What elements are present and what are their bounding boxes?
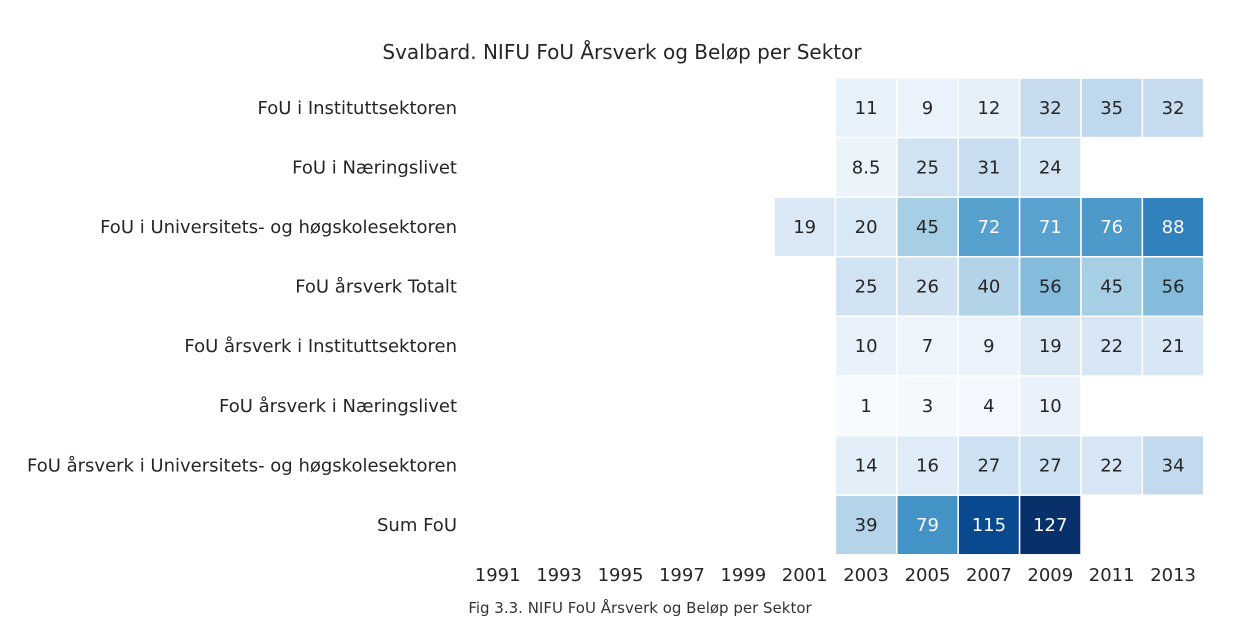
cell-value-label: 10 bbox=[855, 336, 878, 357]
figure-caption: Fig 3.3. NIFU FoU Årsverk og Beløp per S… bbox=[468, 598, 812, 617]
x-axis-tick-label: 1999 bbox=[720, 565, 766, 586]
cell-value-label: 76 bbox=[1100, 217, 1123, 238]
cell-value-label: 9 bbox=[922, 98, 933, 119]
x-axis-tick-label: 2003 bbox=[843, 565, 889, 586]
heatmap-cell bbox=[1018, 256, 1082, 318]
cell-value-label: 27 bbox=[977, 455, 1000, 476]
chart-title: Svalbard. NIFU FoU Årsverk og Beløp per … bbox=[382, 40, 862, 64]
cell-value-label: 40 bbox=[977, 277, 1000, 298]
cell-value-label: 7 bbox=[922, 336, 933, 357]
cell-value-label: 14 bbox=[855, 455, 878, 476]
cell-value-label: 10 bbox=[1039, 396, 1062, 417]
heatmap-cell bbox=[896, 256, 959, 318]
cell-value-label: 56 bbox=[1039, 277, 1062, 298]
cell-value-label: 21 bbox=[1162, 336, 1185, 357]
cell-value-label: 22 bbox=[1100, 336, 1123, 357]
cell-value-label: 16 bbox=[916, 455, 939, 476]
heatmap-cell bbox=[957, 256, 1021, 318]
heatmap-cell bbox=[1080, 77, 1144, 139]
cell-value-label: 35 bbox=[1100, 98, 1123, 119]
cell-value-label: 32 bbox=[1039, 98, 1062, 119]
y-axis-labels: FoU i Instituttsektoren FoU i Næringslive… bbox=[27, 98, 457, 536]
cell-value-label: 56 bbox=[1162, 277, 1185, 298]
heatmap-cell bbox=[957, 196, 1021, 258]
cell-value-label: 19 bbox=[1039, 336, 1062, 357]
x-axis-tick-label: 1995 bbox=[598, 565, 644, 586]
cell-value-label: 88 bbox=[1162, 217, 1185, 238]
heatmap-cell bbox=[834, 256, 898, 318]
y-axis-label: FoU i Universitets- og høgskolesektoren bbox=[100, 217, 457, 238]
heatmap-cell bbox=[1141, 196, 1205, 258]
heatmap-cell bbox=[896, 494, 959, 556]
cell-value-label: 34 bbox=[1162, 455, 1185, 476]
cell-value-label: 127 bbox=[1033, 515, 1067, 536]
cell-value-label: 3 bbox=[922, 396, 933, 417]
x-axis-tick-label: 1993 bbox=[536, 565, 582, 586]
x-axis-tick-label: 2005 bbox=[905, 565, 951, 586]
cell-value-label: 72 bbox=[977, 217, 1000, 238]
heatmap-cell bbox=[1018, 375, 1082, 437]
x-axis-tick-label: 1991 bbox=[475, 565, 521, 586]
cell-value-label: 20 bbox=[855, 217, 878, 238]
cell-value-label: 4 bbox=[983, 396, 994, 417]
cell-value-label: 22 bbox=[1100, 455, 1123, 476]
x-axis-tick-label: 1997 bbox=[659, 565, 705, 586]
heatmap-cell bbox=[1080, 315, 1144, 377]
heatmap-cell bbox=[1018, 434, 1082, 496]
cell-value-label: 45 bbox=[916, 217, 939, 238]
cell-value-label: 45 bbox=[1100, 277, 1123, 298]
cell-value-label: 71 bbox=[1039, 217, 1062, 238]
cell-value-label: 1 bbox=[860, 396, 871, 417]
heatmap-cell bbox=[1080, 256, 1144, 318]
heatmap-cell bbox=[896, 77, 959, 139]
heatmap-cell bbox=[1018, 136, 1082, 198]
cell-value-label: 11 bbox=[855, 98, 878, 119]
cell-value-label: 25 bbox=[855, 277, 878, 298]
x-axis-tick-label: 2009 bbox=[1027, 565, 1073, 586]
y-axis-label: FoU i Instituttsektoren bbox=[257, 98, 457, 119]
cell-value-label: 24 bbox=[1039, 157, 1062, 178]
x-axis-tick-label: 2007 bbox=[966, 565, 1012, 586]
cell-value-label: 9 bbox=[983, 336, 994, 357]
heatmap-cell bbox=[1018, 494, 1082, 556]
heatmap-cell bbox=[1080, 434, 1144, 496]
cell-value-label: 39 bbox=[855, 515, 878, 536]
cell-value-label: 19 bbox=[793, 217, 816, 238]
heatmap-cell bbox=[1141, 77, 1205, 139]
heatmap-cell bbox=[957, 434, 1021, 496]
y-axis-label: Sum FoU bbox=[377, 515, 457, 536]
cell-value-label: 32 bbox=[1162, 98, 1185, 119]
cell-value-label: 115 bbox=[972, 515, 1006, 536]
heatmap-cell bbox=[1141, 315, 1205, 377]
heatmap-cell bbox=[834, 494, 898, 556]
cell-value-label: 27 bbox=[1039, 455, 1062, 476]
heatmap-cell bbox=[1080, 196, 1144, 258]
heatmap-cell bbox=[896, 136, 959, 198]
heatmap-cell bbox=[957, 494, 1021, 556]
x-axis-tick-label: 2011 bbox=[1089, 565, 1135, 586]
heatmap-cell bbox=[1018, 315, 1082, 377]
y-axis-label: FoU årsverk i Næringslivet bbox=[219, 396, 457, 417]
heatmap-cell bbox=[896, 375, 959, 437]
x-axis-tick-label: 2013 bbox=[1150, 565, 1196, 586]
heatmap-cell bbox=[1141, 256, 1205, 318]
cell-value-label: 12 bbox=[977, 98, 1000, 119]
heatmap-cell bbox=[834, 196, 898, 258]
cell-value-label: 26 bbox=[916, 277, 939, 298]
y-axis-label: FoU årsverk Totalt bbox=[295, 277, 457, 298]
heatmap-cell bbox=[834, 77, 898, 139]
cell-value-label: 25 bbox=[916, 157, 939, 178]
y-axis-label: FoU årsverk i Instituttsektoren bbox=[184, 336, 457, 357]
x-axis-tick-label: 2001 bbox=[782, 565, 828, 586]
cell-value-label: 8.5 bbox=[852, 157, 881, 178]
cell-value-label: 31 bbox=[977, 157, 1000, 178]
x-axis-labels: 1991 1993 1995 1997 1999 2001 2003 2005 2007 2009… bbox=[475, 565, 1196, 586]
heatmap-cell bbox=[1141, 434, 1205, 496]
y-axis-label: FoU i Næringslivet bbox=[292, 157, 457, 178]
y-axis-label: FoU årsverk i Universitets- og høgskoles… bbox=[27, 455, 457, 476]
cell-value-label: 79 bbox=[916, 515, 939, 536]
